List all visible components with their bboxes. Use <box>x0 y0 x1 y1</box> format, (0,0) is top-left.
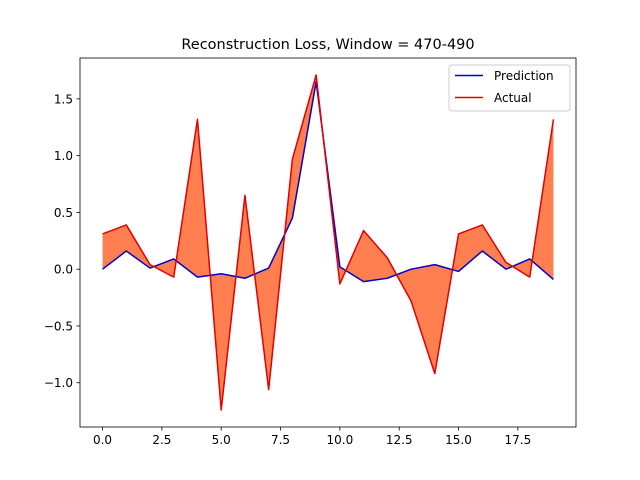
axes: 0.0 2.5 5.0 7.5 10.0 12.5 15.0 17.5 −1.0 −0.5 0.0 0… <box>44 57 577 447</box>
y-tick-label: 1.5 <box>54 92 73 106</box>
x-tick-label: 12.5 <box>386 433 413 447</box>
x-tick-label: 15.0 <box>445 433 472 447</box>
y-tick-label: −1.0 <box>44 376 73 390</box>
legend-box <box>448 64 571 112</box>
y-tick-label: 0.5 <box>54 206 73 220</box>
legend: Prediction Actual <box>448 64 571 112</box>
y-tick-label: 0.0 <box>54 263 73 277</box>
fill-between-region <box>102 75 554 410</box>
chart-title: Reconstruction Loss, Window = 470-490 <box>181 37 474 53</box>
x-tick-label: 7.5 <box>271 433 290 447</box>
legend-prediction-label: Prediction <box>494 69 554 83</box>
x-tick-label: 10.0 <box>327 433 354 447</box>
x-tick-label: 0.0 <box>93 433 112 447</box>
x-tick-label: 5.0 <box>212 433 231 447</box>
y-tick-label: −0.5 <box>44 319 73 333</box>
x-tick-label: 2.5 <box>152 433 171 447</box>
x-tick-label: 17.5 <box>504 433 531 447</box>
series-lines <box>102 74 555 411</box>
y-tick-label: 1.0 <box>54 149 73 163</box>
legend-actual-label: Actual <box>494 91 532 105</box>
fill-between-area <box>102 75 554 410</box>
series-line-actual <box>102 74 555 411</box>
plot-frame <box>79 57 577 428</box>
